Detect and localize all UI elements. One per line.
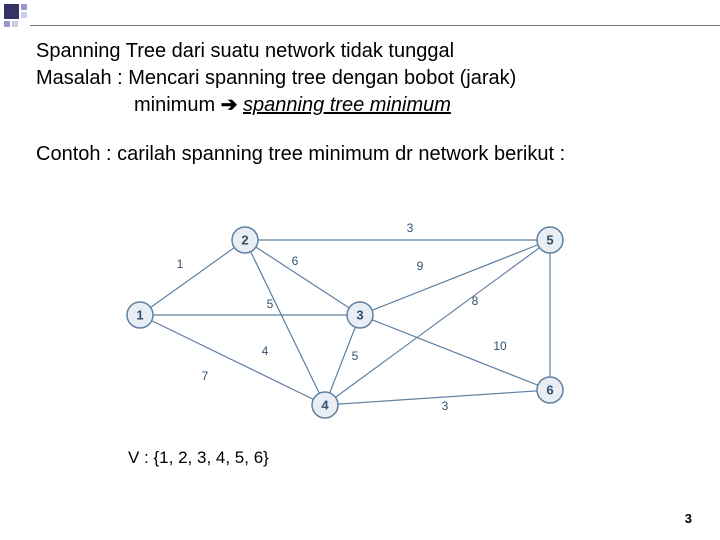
edge-2-3 [245,240,360,315]
edge-1-2 [140,240,245,315]
text-spanning-tree-min: spanning tree minimum [243,94,451,116]
page-number: 3 [685,511,692,526]
node-label-4: 4 [321,398,329,413]
edge-weight-5-6: 10 [493,339,507,353]
edge-weight-1-2: 1 [177,257,184,271]
node-label-5: 5 [546,233,553,248]
edge-weight-3-5: 9 [417,259,424,273]
network-svg: 1 5 7 6 4 3 5 9 3 10 8 1 2 3 4 5 6 [110,220,600,430]
slide-text-content: Spanning Tree dari suatu network tidak t… [36,38,700,168]
edge-weight-3-4: 5 [352,349,359,363]
node-label-1: 1 [136,308,143,323]
edge-weight-1-3: 5 [267,297,274,311]
edge-weight-4-5: 8 [472,294,479,308]
node-label-3: 3 [356,308,363,323]
text-example: Contoh : carilah spanning tree minimum d… [36,141,700,168]
edge-1-4 [140,315,325,405]
edge-2-4 [245,240,325,405]
text-minimum: minimum [134,94,215,116]
node-label-2: 2 [241,233,248,248]
text-line-2b: minimum ➔ spanning tree minimum [36,92,700,119]
edge-3-5 [360,240,550,315]
text-line-1: Spanning Tree dari suatu network tidak t… [36,38,700,65]
slide-corner-decoration [0,0,28,28]
network-diagram: 1 5 7 6 4 3 5 9 3 10 8 1 2 3 4 5 6 [110,220,600,430]
edge-weight-2-3: 6 [292,254,299,268]
arrow-icon: ➔ [221,94,238,116]
vertex-set-text: V : {1, 2, 3, 4, 5, 6} [128,448,269,468]
edge-4-6 [325,390,550,405]
edge-weight-2-4: 4 [262,344,269,358]
text-line-2a: Masalah : Mencari spanning tree dengan b… [36,65,700,92]
edge-3-6 [360,315,550,390]
node-label-6: 6 [546,383,553,398]
edge-weight-4-6: 3 [442,399,449,413]
edge-weight-2-5: 3 [407,221,414,235]
header-divider [30,25,720,26]
edge-weight-1-4: 7 [202,369,209,383]
